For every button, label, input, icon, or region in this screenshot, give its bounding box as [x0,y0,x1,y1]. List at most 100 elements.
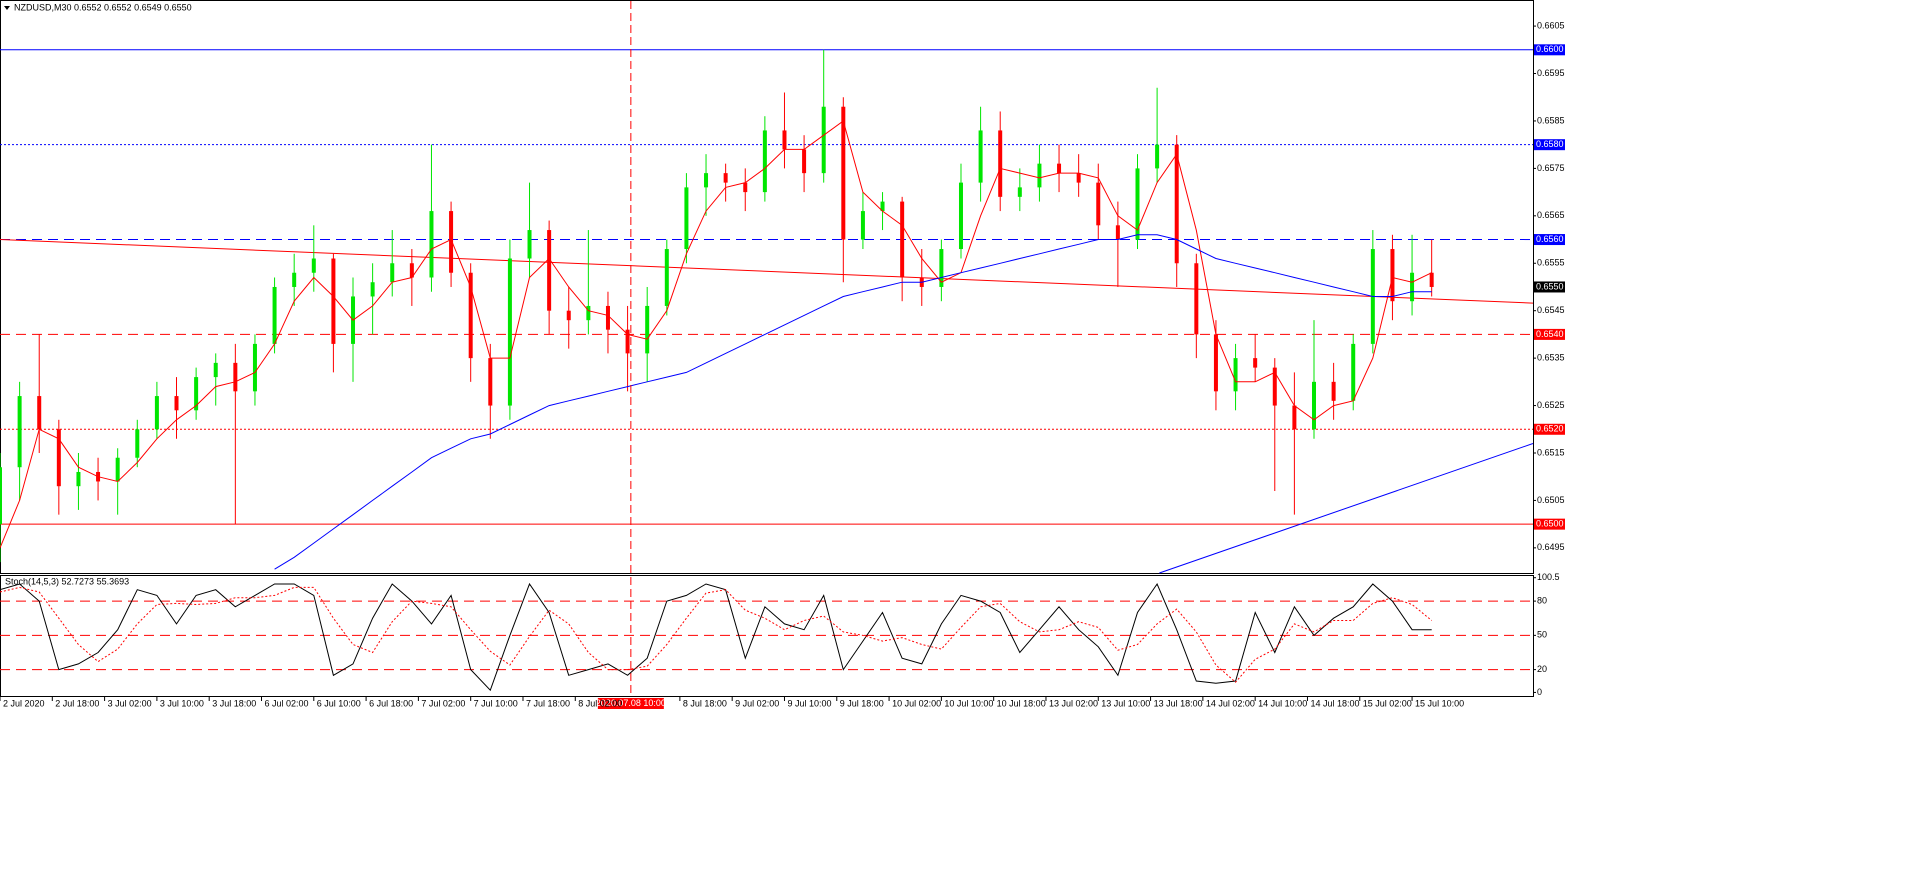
candle-body [1253,358,1258,368]
x-tick-label: 3 Jul 10:00 [160,698,204,708]
candle-body [841,106,846,240]
x-tick-label: 13 Jul 18:00 [1154,698,1203,708]
candle-body [449,211,454,273]
moving-average [0,120,1432,549]
candle-body [331,258,336,344]
x-tick-label: 9 Jul 10:00 [787,698,831,708]
candle-body [821,106,826,174]
y-tick-label: 0 [1537,687,1542,697]
chart-title: NZDUSD,M30 0.6552 0.6552 0.6549 0.6550 [14,2,192,12]
candle-body [252,343,257,392]
candle-body [213,362,218,378]
candle-body [860,211,865,240]
candle-body [1351,343,1356,401]
candle-body [547,230,552,311]
level-label-box [1534,423,1565,435]
x-tick-label: 10 Jul 10:00 [944,698,993,708]
stoch-line [0,582,1432,692]
candle-body [115,457,120,482]
level-label: 0.6580 [1536,139,1564,149]
y-tick-label: 0.6495 [1537,542,1565,552]
candle-body [723,173,728,183]
candle-body [664,249,669,306]
y-tick-label: 0.6585 [1537,115,1565,125]
y-tick-label: 0.6555 [1537,258,1565,268]
y-tick-label: 0.6545 [1537,305,1565,315]
candle-body [527,230,532,259]
y-tick-label: 20 [1537,664,1547,674]
candle-body [1194,263,1199,335]
moving-average [274,234,1432,570]
y-tick-label: 0.6595 [1537,68,1565,78]
candle-body [1390,249,1395,302]
stoch-panel-border [0,575,1534,697]
candle-body [978,130,983,183]
candle-body [1312,381,1316,430]
y-tick-label: 0.6505 [1537,495,1565,505]
candle-body [409,263,414,278]
candle-body [586,305,591,321]
candle-body [900,201,905,278]
x-tick-label: 8 Jul 02:00 [578,698,622,708]
candle-body [684,187,689,250]
x-tick-label: 9 Jul 02:00 [735,698,779,708]
y-tick-label: 50 [1537,630,1547,640]
candle-body [76,471,81,487]
x-tick-label: 13 Jul 10:00 [1101,698,1150,708]
candle-body [311,258,316,273]
y-tick-label: 80 [1537,595,1547,605]
candle-body [1410,272,1415,302]
price-panel-border [0,0,1534,574]
y-tick-label: 0.6575 [1537,163,1565,173]
menu-arrow[interactable] [4,6,10,10]
candle-body [605,305,610,330]
level-label-box [1534,234,1565,246]
x-tick-label: 3 Jul 02:00 [108,698,152,708]
candle-body [1115,225,1120,240]
x-tick-label: 7 Jul 02:00 [421,698,465,708]
candle-body [1135,168,1140,240]
candle-body [233,362,238,392]
candle-body [154,396,159,430]
candle-body [782,130,787,150]
x-tick-label: 6 Jul 18:00 [369,698,413,708]
x-tick-label: 9 Jul 18:00 [840,698,884,708]
current-price-label: 0.6550 [1536,281,1564,291]
candle-body [17,396,22,468]
level-label-box [1534,139,1565,151]
level-label-box [1534,44,1565,56]
y-tick-label: 100.5 [1537,572,1560,582]
y-tick-label: 0.6605 [1537,20,1565,30]
current-price-box [1534,281,1565,293]
x-tick-label: 10 Jul 18:00 [997,698,1046,708]
candle-body [1213,334,1218,392]
candle-body [390,263,395,283]
candle-body [566,310,571,321]
x-tick-label: 15 Jul 10:00 [1415,698,1464,708]
stoch-title: Stoch(14,5,3) 52.7273 55.3693 [5,576,129,586]
candle-body [488,358,493,406]
candle-body [429,211,434,278]
x-tick-label: 14 Jul 02:00 [1206,698,1255,708]
candle-body [704,173,709,188]
candle-body [1272,367,1277,406]
x-tick-label: 10 Jul 02:00 [892,698,941,708]
x-tick-label: 2 Jul 18:00 [55,698,99,708]
candle-body [1429,272,1434,287]
level-label-box [1534,518,1565,530]
candle-body [958,182,963,250]
x-tick-label: 14 Jul 10:00 [1258,698,1307,708]
x-tick-label: 8 Jul 18:00 [683,698,727,708]
candle-body [743,182,748,193]
x-tick-label: 7 Jul 18:00 [526,698,570,708]
x-tick-label: 3 Jul 18:00 [212,698,256,708]
candle-body [1174,144,1179,264]
candle-body [939,249,944,287]
level-label: 0.6500 [1536,519,1564,529]
stoch-line [0,586,1433,683]
crosshair-label: 2020.07.08 10:00 [596,698,666,708]
candle-body [1292,405,1297,430]
x-tick-label: 6 Jul 02:00 [264,698,308,708]
